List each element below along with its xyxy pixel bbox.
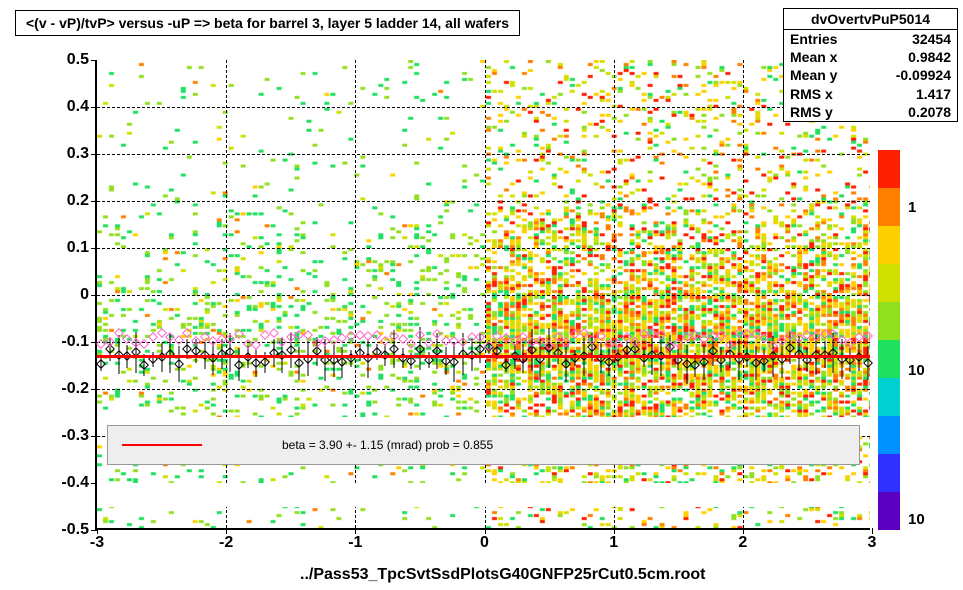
- stats-rmsx-label: RMS x: [790, 85, 833, 103]
- x-axis-label: 1: [609, 534, 618, 552]
- root-container: <(v - vP)/tvP> versus -uP => beta for ba…: [0, 0, 963, 590]
- stats-meany-label: Mean y: [790, 66, 837, 84]
- colorbar-label: 10: [908, 362, 925, 379]
- y-axis-label: 0.2: [67, 192, 89, 210]
- stats-meany-value: -0.09924: [896, 66, 951, 84]
- colorbar-label: 10: [908, 511, 925, 528]
- y-axis-label: -0.1: [61, 333, 89, 351]
- y-axis-label: 0: [80, 286, 89, 304]
- fit-line: [97, 355, 870, 358]
- colorbar-label: 1: [908, 199, 916, 216]
- x-axis-label: 3: [868, 534, 877, 552]
- x-axis-label: -1: [348, 534, 362, 552]
- stats-meanx-value: 0.9842: [908, 48, 951, 66]
- plot-title: <(v - vP)/tvP> versus -uP => beta for ba…: [15, 10, 520, 36]
- y-axis-label: -0.4: [61, 474, 89, 492]
- stats-row-rmsy: RMS y 0.2078: [784, 103, 957, 121]
- stats-row-entries: Entries 32454: [784, 30, 957, 48]
- x-axis-label: -3: [90, 534, 104, 552]
- y-axis-label: 0.4: [67, 98, 89, 116]
- legend-box: beta = 3.90 +- 1.15 (mrad) prob = 0.855: [107, 425, 860, 465]
- x-axis-label: 0: [480, 534, 489, 552]
- stats-rmsy-label: RMS y: [790, 103, 833, 121]
- stats-row-rmsx: RMS x 1.417: [784, 85, 957, 103]
- colorbar: 11010: [878, 150, 900, 530]
- stats-entries-value: 32454: [912, 30, 951, 48]
- plot-area: beta = 3.90 +- 1.15 (mrad) prob = 0.855 …: [95, 60, 870, 530]
- legend-line-icon: [122, 444, 202, 446]
- stats-box: dvOvertvPuP5014 Entries 32454 Mean x 0.9…: [783, 8, 958, 122]
- footer-label: ../Pass53_TpcSvtSsdPlotsG40GNFP25rCut0.5…: [300, 566, 705, 584]
- y-axis-label: -0.5: [61, 521, 89, 539]
- stats-rmsy-value: 0.2078: [908, 103, 951, 121]
- x-axis-label: -2: [219, 534, 233, 552]
- stats-row-meanx: Mean x 0.9842: [784, 48, 957, 66]
- y-axis-label: 0.5: [67, 51, 89, 69]
- y-axis-label: -0.2: [61, 380, 89, 398]
- y-axis-label: 0.1: [67, 239, 89, 257]
- legend-text: beta = 3.90 +- 1.15 (mrad) prob = 0.855: [282, 438, 493, 452]
- y-axis-label: 0.3: [67, 145, 89, 163]
- y-axis-label: -0.3: [61, 427, 89, 445]
- stats-entries-label: Entries: [790, 30, 837, 48]
- x-axis-label: 2: [738, 534, 747, 552]
- stats-name: dvOvertvPuP5014: [784, 9, 957, 30]
- stats-row-meany: Mean y -0.09924: [784, 66, 957, 84]
- stats-rmsx-value: 1.417: [916, 85, 951, 103]
- stats-meanx-label: Mean x: [790, 48, 837, 66]
